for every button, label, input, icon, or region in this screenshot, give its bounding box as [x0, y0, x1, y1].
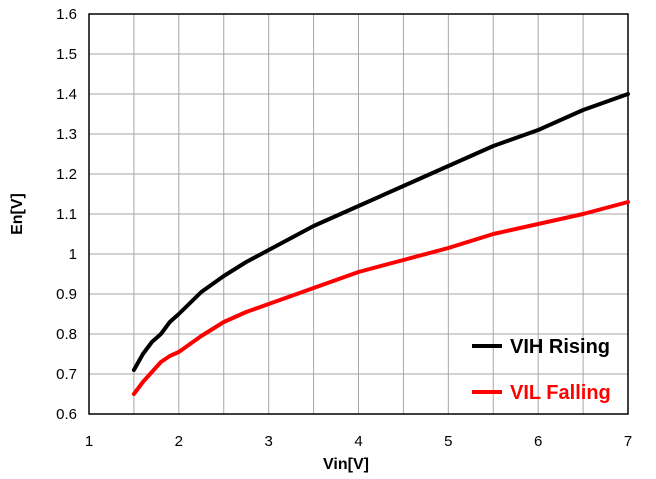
y-tick-label: 1.3	[56, 126, 77, 143]
y-axis-title: En[V]	[9, 193, 26, 235]
x-tick-label: 5	[444, 433, 452, 450]
y-tick-labels: 0.6 0.7 0.8 0.9 1 1.1 1.2 1.3 1.4 1.5 1.6	[56, 6, 77, 423]
y-tick-label: 1.2	[56, 166, 77, 183]
legend-label: VIH Rising	[510, 336, 610, 358]
plot-area	[88, 13, 629, 415]
y-tick-label: 1.6	[56, 6, 77, 23]
y-tick-label: 1.1	[56, 206, 77, 223]
series-layer	[131, 92, 630, 396]
legend-label: VIL Falling	[510, 382, 611, 404]
y-tick-label: 0.9	[56, 286, 77, 303]
x-tick-label: 2	[175, 433, 183, 450]
x-tick-label: 3	[264, 433, 272, 450]
x-tick-label: 4	[354, 433, 362, 450]
y-tick-label: 0.8	[56, 326, 77, 343]
series-line-1	[131, 92, 630, 372]
series-line-2	[131, 200, 630, 396]
grid-lines	[89, 14, 628, 414]
legend: VIH Rising VIL Falling	[472, 336, 611, 404]
x-tick-label: 7	[624, 433, 632, 450]
x-axis-title: Vin[V]	[323, 456, 369, 473]
x-tick-label: 6	[534, 433, 542, 450]
y-tick-label: 0.6	[56, 406, 77, 423]
y-tick-label: 1	[69, 246, 77, 263]
y-tick-label: 1.4	[56, 86, 77, 103]
y-tick-label: 0.7	[56, 366, 77, 383]
x-tick-label: 1	[85, 433, 93, 450]
y-tick-label: 1.5	[56, 46, 77, 63]
x-tick-labels: 1 2 3 4 5 6 7	[85, 433, 632, 450]
